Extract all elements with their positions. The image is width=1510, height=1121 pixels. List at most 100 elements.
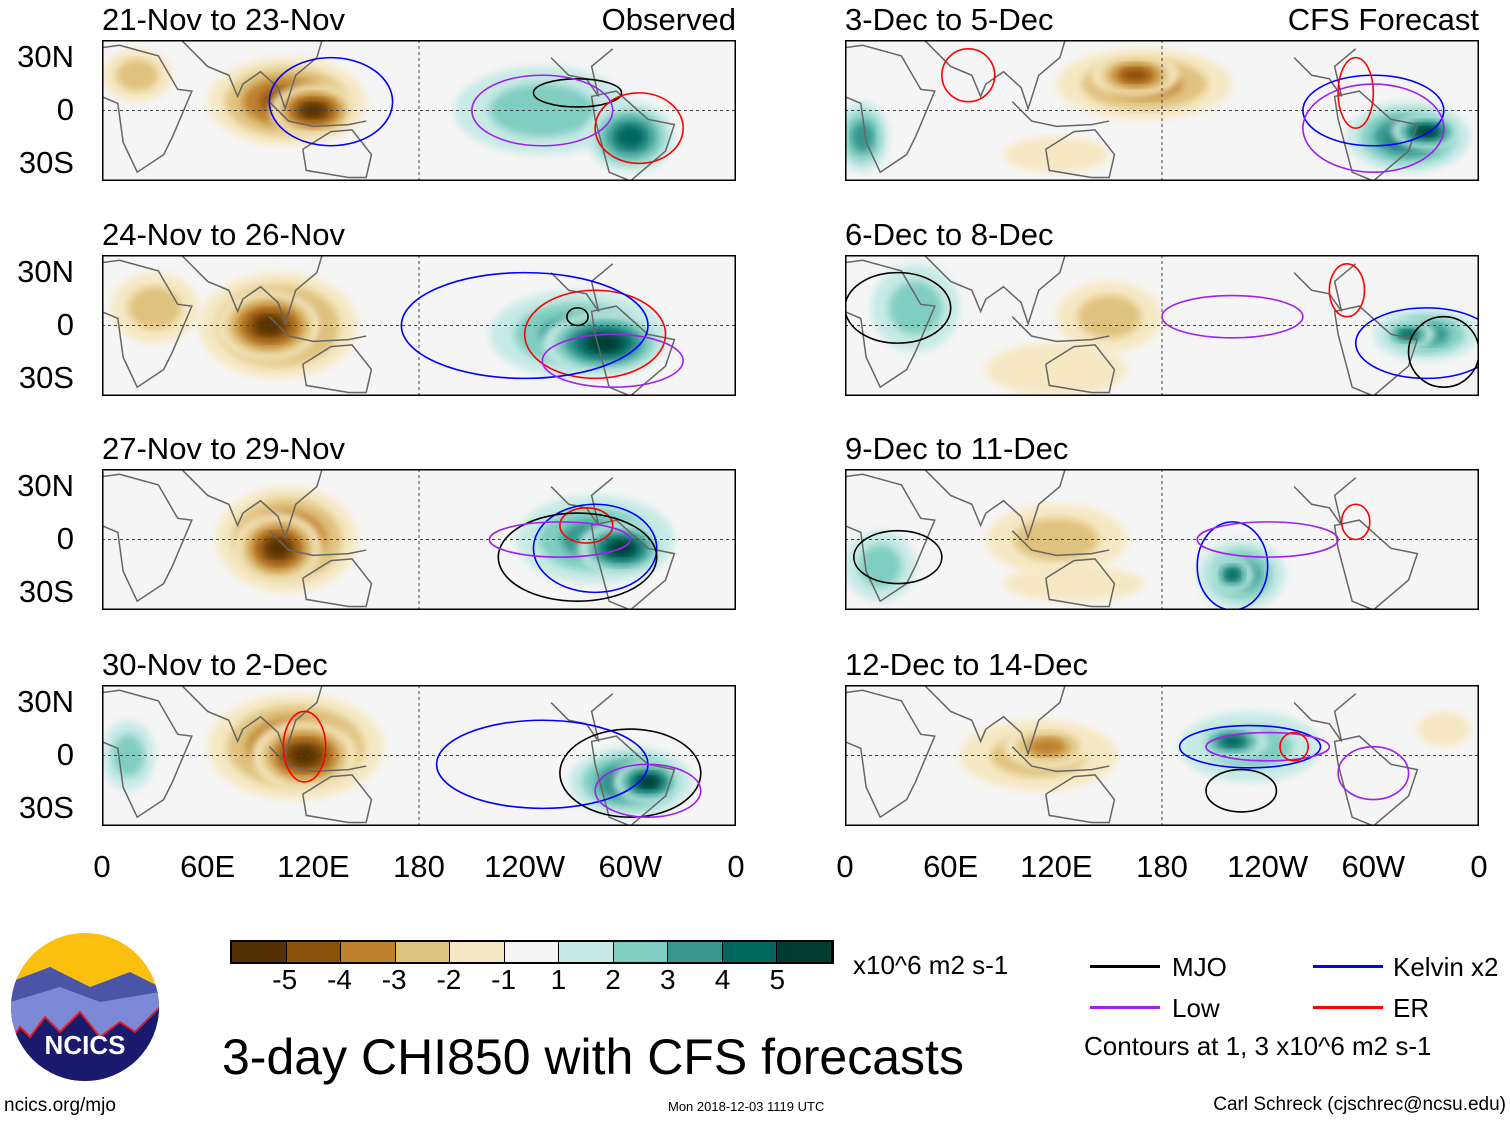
- colorbar-label: 4: [714, 964, 731, 995]
- mjo-contour: [1205, 768, 1278, 813]
- colorbar-label: -3: [381, 964, 407, 995]
- lon-label: 60E: [180, 849, 236, 884]
- coastline: [590, 519, 676, 610]
- kelvin-contour: [268, 56, 394, 147]
- er-contour: [1340, 503, 1371, 541]
- contour-note: Contours at 1, 3 x10^6 m2 s-1: [1084, 1031, 1432, 1061]
- colorbar-label: 1: [550, 964, 567, 995]
- low-contour: [1205, 731, 1331, 762]
- legend-line-er: [1313, 1006, 1383, 1009]
- anomaly-shading: [1225, 568, 1240, 581]
- coastline: [1333, 735, 1419, 826]
- colorbar-label: -5: [272, 964, 298, 995]
- low-contour: [471, 74, 614, 147]
- colorbar-swatches: [230, 940, 834, 964]
- lon-label: 180: [393, 849, 445, 884]
- anomaly-shading: [1028, 737, 1067, 756]
- map-panel: [845, 40, 1479, 181]
- mjo-contour: [845, 271, 952, 344]
- lat-label: 30S: [18, 145, 74, 180]
- map-panel: [102, 40, 736, 181]
- anomaly-shading: [587, 334, 621, 352]
- legend-label-mjo: MJO: [1172, 952, 1227, 982]
- lat-label: 30N: [17, 254, 74, 289]
- coastline: [1045, 344, 1116, 394]
- coastline: [268, 101, 367, 128]
- panel-title: 24-Nov to 26-Nov: [102, 217, 345, 252]
- mjo-contour: [566, 307, 589, 327]
- colorbar-label: 2: [605, 964, 621, 995]
- coastline: [923, 40, 1066, 112]
- coastline: [550, 263, 614, 312]
- lon-label: 60E: [923, 849, 979, 884]
- lon-label: 0: [1470, 849, 1488, 884]
- colorbar-swatch: [613, 942, 669, 962]
- panel-title: 30-Nov to 2-Dec: [102, 647, 328, 682]
- colorbar-swatch: [395, 942, 451, 962]
- lat-label: 0: [56, 92, 74, 127]
- anomaly-shading: [1416, 126, 1436, 137]
- lon-label: 120W: [484, 849, 566, 884]
- colorbar-label: -1: [491, 964, 517, 995]
- legend-label-er: ER: [1393, 993, 1430, 1023]
- anomaly-shading: [1003, 136, 1110, 173]
- ncics-logo: NCICS: [11, 933, 159, 1081]
- coastline: [180, 469, 323, 541]
- lon-label: 60W: [1341, 849, 1406, 884]
- coastline: [102, 44, 193, 174]
- colorbar-units: x10^6 m2 s-1: [853, 950, 1009, 980]
- er-contour: [941, 48, 996, 103]
- coastline: [302, 774, 373, 824]
- colorbar-swatch: [777, 942, 833, 962]
- panel-title: 3-Dec to 5-Dec: [845, 2, 1054, 37]
- kelvin-contour: [400, 271, 649, 380]
- lat-label: 30N: [17, 39, 74, 74]
- panel-title: 27-Nov to 29-Nov: [102, 431, 345, 466]
- lon-label: 180: [1136, 849, 1188, 884]
- low-contour: [1196, 521, 1339, 558]
- coastline: [923, 685, 1066, 757]
- er-contour: [559, 506, 614, 544]
- colorbar-label: -2: [436, 964, 462, 995]
- panel-title: 12-Dec to 14-Dec: [845, 647, 1088, 682]
- coastline: [102, 473, 193, 603]
- coastline: [1011, 316, 1110, 343]
- panel-frame: [845, 685, 1479, 826]
- site-url[interactable]: ncics.org/mjo: [4, 1095, 116, 1116]
- coastline: [845, 259, 936, 389]
- er-contour: [594, 92, 684, 165]
- er-contour: [1337, 56, 1375, 129]
- coastline: [268, 530, 367, 557]
- logo-text: NCICS: [45, 1030, 126, 1060]
- coastline: [1333, 90, 1419, 181]
- legend-label-kelvin: Kelvin x2: [1393, 952, 1499, 982]
- legend-line-low: [1090, 1006, 1160, 1009]
- anomaly-shading: [290, 745, 319, 766]
- kelvin-contour: [1302, 74, 1445, 147]
- map-panel: [845, 469, 1479, 610]
- coastline: [550, 477, 614, 526]
- panel-title: 21-Nov to 23-Nov: [102, 2, 345, 37]
- colorbar-label: 5: [769, 964, 786, 995]
- legend-line-kelvin: [1313, 965, 1383, 968]
- coastline: [923, 469, 1066, 541]
- kelvin-contour: [1354, 307, 1479, 380]
- map-panel: [102, 469, 736, 610]
- colorbar-swatch: [722, 942, 778, 962]
- anomaly-shading: [128, 286, 182, 330]
- lon-label: 120E: [277, 849, 350, 884]
- coastline: [1045, 558, 1116, 608]
- coastline: [550, 693, 614, 742]
- lon-label: 60W: [598, 849, 663, 884]
- colorbar-swatch: [504, 942, 560, 962]
- er-contour: [1328, 263, 1366, 318]
- lon-label: 0: [93, 849, 111, 884]
- panel-tag: Observed: [601, 2, 736, 37]
- coastline: [1293, 48, 1357, 97]
- coastline: [1293, 477, 1357, 526]
- kelvin-contour: [1178, 724, 1322, 769]
- coastline: [845, 689, 936, 819]
- lon-label: 120W: [1227, 849, 1309, 884]
- anomaly-shading: [1077, 295, 1141, 338]
- map-panel: [845, 255, 1479, 396]
